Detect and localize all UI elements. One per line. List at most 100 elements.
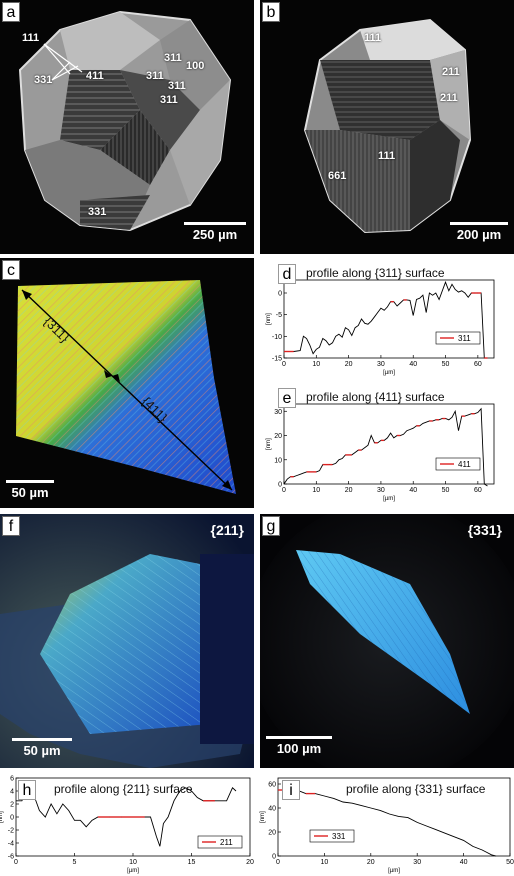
y-axis-label: [nm]: [266, 438, 272, 450]
y-tick-label: -10: [272, 334, 282, 341]
y-tick-label: 6: [10, 776, 14, 783]
y-axis-label: [nm]: [266, 313, 272, 325]
facet-label-211: 211: [442, 66, 460, 78]
y-tick-label: -2: [8, 828, 14, 835]
plot-frame: [283, 279, 495, 359]
panel-d-profile-chart: d profile along {311} surface 0 10 20 30 40 5…: [258, 258, 514, 382]
facet-label-411: 411: [86, 70, 104, 82]
x-tick-label: 40: [409, 487, 417, 494]
x-axis-label: [µm]: [383, 370, 395, 376]
panel-e-letter: e: [278, 388, 296, 408]
x-tick-label: 0: [14, 859, 18, 866]
panel-f-scalebar: 50 µm: [12, 738, 72, 758]
series-line: [283, 407, 488, 487]
chart-title: profile along {331} surface: [346, 782, 486, 796]
face-label-331: {331}: [467, 522, 502, 538]
facet-label-311: 311: [168, 80, 186, 92]
legend-box: [435, 331, 481, 345]
y-tick-label: 4: [10, 789, 14, 796]
y-tick-label: 0: [272, 854, 276, 861]
panel-b-sem-image: b 111 211 211 111 661 200 µm: [260, 0, 514, 254]
crystal-c-drawing: [16, 280, 236, 494]
panel-b-scalebar: 200 µm: [450, 222, 508, 242]
profile-chart-d: 0 10 20 30 40 50 60 0 -5 -10 -15 [µm] [nm] 311: [266, 279, 495, 376]
y-tick-label: 60: [268, 782, 276, 789]
crystal-f-drawing: [0, 514, 254, 768]
y-tick-label: 0: [278, 291, 282, 298]
facet-label-311: 311: [160, 94, 178, 106]
panel-g-optical-image: g {331} 100 µm: [260, 514, 514, 768]
x-axis-label: [µm]: [127, 868, 139, 874]
profile-chart-e: 0 10 20 30 40 50 60 0 10 20 30 [µm] [nm] 411: [266, 403, 495, 502]
x-tick-label: 10: [129, 859, 137, 866]
panel-a-sem-image: a 111 331 411 311 311 100 311 311 331 25…: [0, 0, 254, 254]
y-tick-label: -6: [8, 854, 14, 861]
crystal-g-drawing: [260, 514, 514, 768]
facet-label-331: 331: [34, 74, 53, 86]
x-tick-label: 0: [276, 859, 280, 866]
y-tick-label: -5: [276, 312, 282, 319]
facet-label-311: 311: [164, 52, 182, 64]
y-tick-label: -15: [272, 356, 282, 363]
facet-label-311: 311: [146, 70, 164, 82]
crystal-a-drawing: [18, 10, 232, 232]
facet-label-100: 100: [186, 60, 205, 72]
y-tick-label: 10: [274, 457, 282, 464]
panel-g-scalebar: 100 µm: [266, 736, 332, 756]
y-tick-label: -4: [8, 841, 14, 848]
legend-box: [309, 829, 355, 843]
chart-title: profile along {211} surface: [54, 782, 193, 796]
panel-h-profile-chart: h profile along {211} surface 0 5 10 15 20 6 4…: [0, 770, 258, 876]
y-tick-label: 30: [274, 409, 282, 416]
panel-a-scalebar: 250 µm: [184, 222, 246, 242]
y-tick-label: 20: [274, 433, 282, 440]
crystal-b-drawing: [303, 18, 472, 234]
facet-label-111: 111: [22, 32, 40, 44]
facet-label-111: 111: [364, 32, 382, 44]
x-tick-label: 10: [321, 859, 329, 866]
x-tick-label: 60: [474, 361, 482, 368]
chart-title: profile along {411} surface: [306, 390, 445, 404]
x-tick-label: 30: [377, 487, 385, 494]
x-tick-label: 20: [246, 859, 254, 866]
legend-label: 331: [332, 832, 346, 841]
plot-frame: [277, 777, 511, 857]
x-tick-label: 20: [367, 859, 375, 866]
facet-label-211: 211: [440, 92, 458, 104]
panel-f-optical-image: f {211} 50 µm: [0, 514, 254, 768]
panel-h-letter: h: [18, 780, 36, 800]
panel-i-letter: i: [282, 780, 300, 800]
x-tick-label: 5: [73, 859, 77, 866]
y-tick-label: 0: [10, 815, 14, 822]
y-tick-label: 20: [268, 830, 276, 837]
x-tick-label: 30: [377, 361, 385, 368]
series-line: [284, 280, 488, 359]
legend-box: [197, 835, 243, 849]
facet-label-331: 331: [88, 206, 107, 218]
y-tick-label: 40: [268, 806, 276, 813]
x-tick-label: 10: [312, 361, 320, 368]
legend-box: [435, 457, 481, 471]
x-tick-label: 0: [282, 487, 286, 494]
series-line: [278, 789, 497, 857]
x-tick-label: 20: [345, 487, 353, 494]
chart-title: profile along {311} surface: [306, 266, 445, 280]
panel-f-letter: f: [2, 516, 20, 536]
face-label-211: {211}: [210, 522, 244, 538]
panel-a-letter: a: [2, 2, 20, 22]
y-axis-label: [nm]: [260, 811, 266, 823]
x-tick-label: 30: [413, 859, 421, 866]
panel-e-profile-chart: e profile along {411} surface 0 10 20 30 40 5…: [258, 384, 514, 508]
legend-label: 411: [458, 460, 471, 469]
y-axis-label: [nm]: [0, 811, 4, 823]
x-tick-label: 20: [345, 361, 353, 368]
x-tick-label: 50: [506, 859, 514, 866]
y-tick-label: 0: [278, 482, 282, 489]
panel-a-arrows: [43, 43, 83, 81]
x-axis-label: [µm]: [388, 868, 400, 874]
facet-label-111: 111: [378, 150, 396, 162]
x-tick-label: 40: [409, 361, 417, 368]
x-tick-label: 0: [282, 361, 286, 368]
legend-label: 211: [220, 838, 233, 847]
